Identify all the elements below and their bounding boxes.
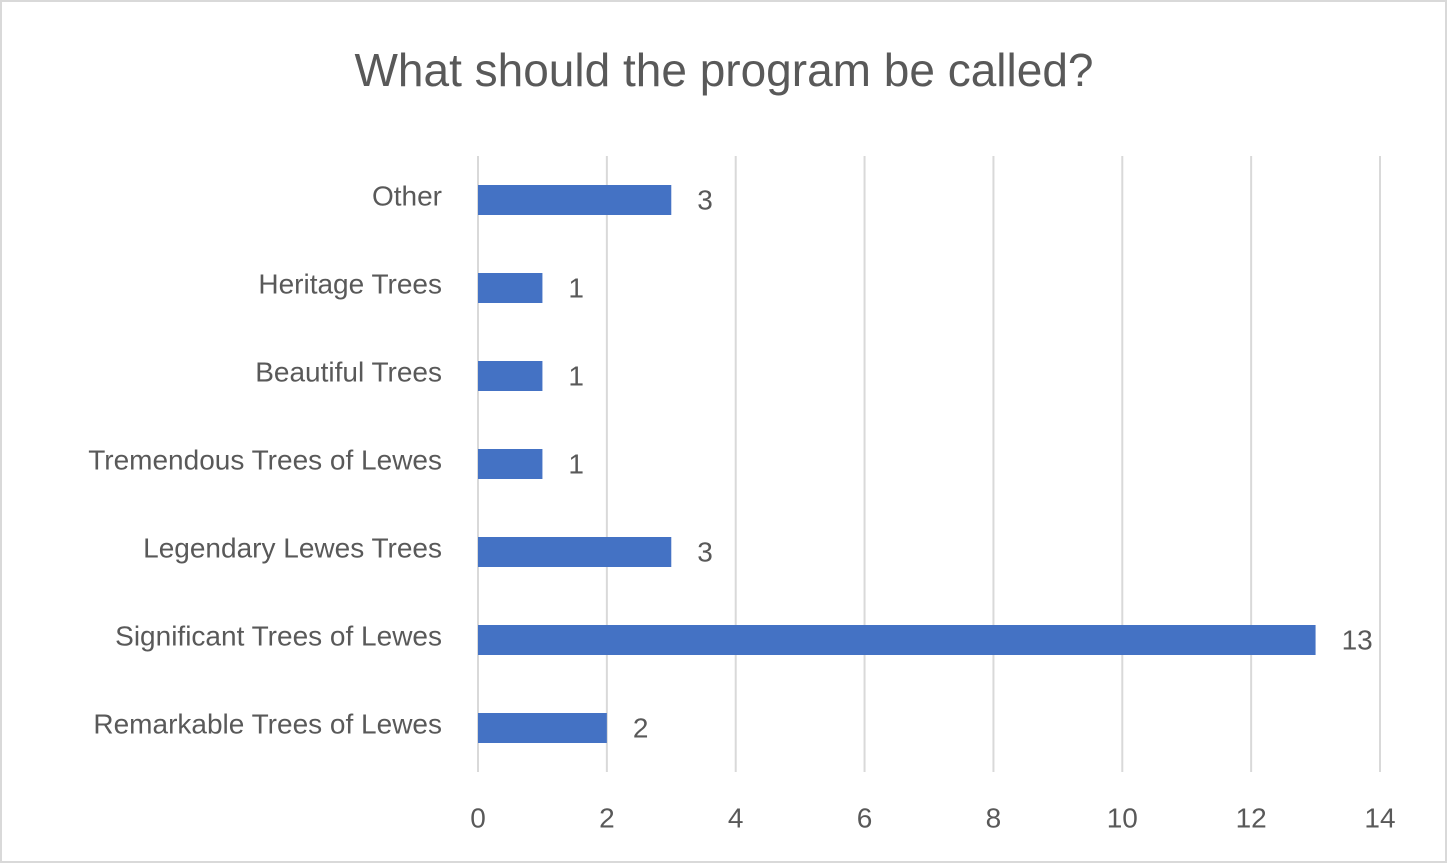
data-label: 2 [633,712,649,743]
y-tick-label: Heritage Trees [258,268,442,299]
data-label: 13 [1342,624,1373,655]
bar [478,537,672,567]
y-tick-label: Legendary Lewes Trees [143,532,442,563]
y-tick-label: Other [372,180,442,211]
data-label: 1 [568,272,584,303]
x-tick-label: 6 [857,802,873,833]
data-label: 3 [697,184,713,215]
x-tick-label: 14 [1364,802,1395,833]
y-tick-label: Significant Trees of Lewes [115,620,442,651]
data-label: 1 [568,360,584,391]
y-tick-label: Tremendous Trees of Lewes [88,444,442,475]
y-tick-label: Beautiful Trees [255,356,442,387]
data-label: 1 [568,448,584,479]
bar [478,273,543,303]
x-tick-label: 2 [599,802,615,833]
y-tick-label: Remarkable Trees of Lewes [93,708,442,739]
x-tick-label: 8 [986,802,1002,833]
x-tick-label: 10 [1107,802,1138,833]
data-label: 3 [697,536,713,567]
bar [478,449,543,479]
x-tick-label: 0 [470,802,486,833]
bar [478,185,672,215]
bar [478,625,1316,655]
chart-title: What should the program be called? [355,44,1094,96]
bar [478,713,607,743]
x-tick-label: 12 [1236,802,1267,833]
bar [478,361,543,391]
x-tick-label: 4 [728,802,744,833]
